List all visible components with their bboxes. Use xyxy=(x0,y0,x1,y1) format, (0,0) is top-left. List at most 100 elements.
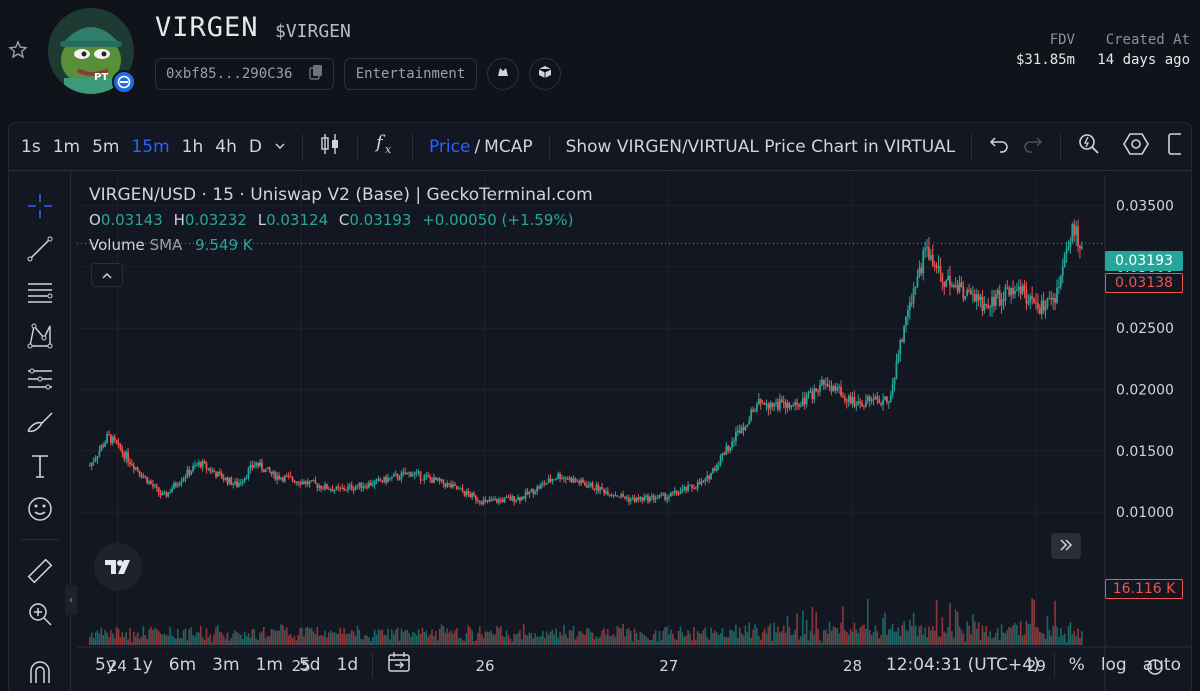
candle-body xyxy=(754,410,756,412)
candle-body xyxy=(411,474,414,477)
interval-1h[interactable]: 1h xyxy=(181,136,204,157)
candle-body xyxy=(605,491,607,494)
settings-icon[interactable] xyxy=(1117,132,1155,161)
category-pill[interactable]: Entertainment xyxy=(344,58,477,90)
candle-body xyxy=(1067,247,1070,250)
volume-bar xyxy=(456,628,458,645)
address-pill[interactable]: 0xbf85...290C36 xyxy=(155,58,334,90)
volume-bar xyxy=(347,633,349,645)
interval-1s[interactable]: 1s xyxy=(21,136,41,157)
candle-body xyxy=(503,497,506,503)
candle-body xyxy=(570,477,573,483)
volume-bar xyxy=(836,628,839,645)
volume-bar xyxy=(813,634,816,645)
scroll-to-realtime-button[interactable] xyxy=(1051,533,1081,559)
zoom-in-icon[interactable] xyxy=(25,599,55,629)
volume-bar xyxy=(442,626,445,645)
trendline-icon[interactable] xyxy=(25,234,55,264)
candle-body xyxy=(599,486,602,492)
explorer-link[interactable] xyxy=(529,58,561,90)
volume-bar xyxy=(230,638,233,645)
candle-body xyxy=(561,478,563,480)
candles-icon[interactable] xyxy=(313,132,347,161)
volume-bar xyxy=(270,628,273,645)
range-1d[interactable]: 1d xyxy=(336,654,359,675)
candle-body xyxy=(555,478,558,480)
collapse-legend-button[interactable] xyxy=(91,263,123,287)
chevron-down-icon[interactable] xyxy=(268,137,292,157)
interval-d[interactable]: D xyxy=(248,136,262,157)
clock-time[interactable]: 12:04:31 (UTC+4) xyxy=(885,654,1040,675)
percent-toggle[interactable]: % xyxy=(1068,654,1085,675)
candle-body xyxy=(436,478,439,481)
volume-bar xyxy=(450,630,452,645)
volume-bar xyxy=(385,635,387,645)
candle-body xyxy=(1019,286,1022,294)
interval-1m[interactable]: 1m xyxy=(52,136,81,157)
range-1y[interactable]: 1y xyxy=(131,654,153,675)
range-5y[interactable]: 5y xyxy=(95,654,116,675)
candle-body xyxy=(322,488,324,490)
range-5d[interactable]: 5d xyxy=(298,654,321,675)
tradingview-logo[interactable] xyxy=(94,543,142,591)
candle-body xyxy=(591,483,594,489)
quick-search-icon[interactable] xyxy=(1071,132,1107,161)
candle-body xyxy=(1075,226,1078,236)
star-icon[interactable] xyxy=(8,40,28,60)
candle-body xyxy=(910,302,913,304)
volume-bar xyxy=(637,640,640,645)
forecast-icon[interactable] xyxy=(25,364,55,394)
crosshair-icon[interactable] xyxy=(25,191,55,221)
volume-bar xyxy=(758,635,760,645)
range-3m[interactable]: 3m xyxy=(212,654,240,675)
candle-body xyxy=(1017,286,1020,290)
candle-body xyxy=(618,496,621,498)
axis-settings-icon[interactable] xyxy=(1147,659,1163,675)
candle-body xyxy=(991,296,993,307)
volume-bar xyxy=(1044,638,1047,645)
emoji-icon[interactable] xyxy=(25,494,55,524)
interval-4h[interactable]: 4h xyxy=(215,136,237,157)
volume-bar xyxy=(152,629,154,645)
undo-icon[interactable] xyxy=(982,135,1016,158)
candle-body xyxy=(371,484,374,486)
volume-bar xyxy=(142,626,145,645)
pattern-icon[interactable] xyxy=(25,321,55,351)
candle-body xyxy=(977,294,980,301)
candle-body xyxy=(450,483,453,488)
volume-bar xyxy=(1056,626,1058,645)
interval-15m[interactable]: 15m xyxy=(131,136,170,157)
text-icon[interactable] xyxy=(25,451,55,481)
redo-icon[interactable] xyxy=(1016,135,1050,158)
volume-bar xyxy=(555,628,558,645)
auto-toggle[interactable]: auto xyxy=(1142,654,1181,675)
copy-icon[interactable] xyxy=(309,64,323,84)
interval-5m[interactable]: 5m xyxy=(92,136,120,157)
price-toggle[interactable]: Price xyxy=(428,136,471,157)
collapse-sidebar-icon[interactable]: ‹ xyxy=(65,585,77,615)
volume-bar xyxy=(765,633,768,645)
candle-body xyxy=(1044,306,1047,311)
brush-icon[interactable] xyxy=(25,408,55,438)
range-6m[interactable]: 6m xyxy=(168,654,197,675)
volume-bar xyxy=(312,631,315,645)
range-1m[interactable]: 1m xyxy=(255,654,283,675)
log-toggle[interactable]: log xyxy=(1100,654,1127,675)
candle-body xyxy=(488,500,491,502)
mcap-toggle[interactable]: MCAP xyxy=(484,136,533,157)
fullscreen-icon[interactable] xyxy=(1161,132,1187,161)
candle-body xyxy=(639,497,642,500)
volume-bar xyxy=(532,638,535,645)
price-chart[interactable]: 0.035000.030000.025000.020000.015000.010… xyxy=(77,175,1192,691)
show-in-virtual-button[interactable]: Show VIRGEN/VIRTUAL Price Chart in VIRTU… xyxy=(565,136,956,157)
volume-bar xyxy=(171,635,173,645)
lizard-icon xyxy=(495,64,511,84)
candle-body xyxy=(950,285,953,287)
goto-date-icon[interactable] xyxy=(379,651,419,678)
ruler-icon[interactable] xyxy=(25,556,55,586)
volume-bar xyxy=(1029,623,1032,645)
coingecko-link[interactable] xyxy=(487,58,519,90)
fib-icon[interactable] xyxy=(25,278,55,308)
magnet-icon[interactable] xyxy=(25,656,55,686)
